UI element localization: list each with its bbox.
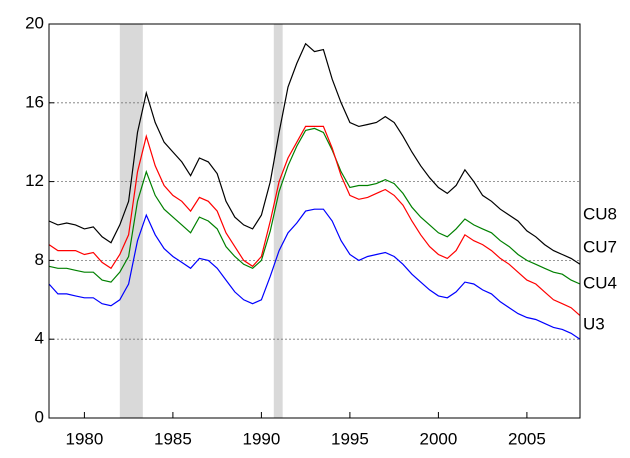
x-tick-label: 1985 — [154, 429, 192, 448]
y-tick-label: 12 — [25, 171, 44, 190]
x-tick-label: 2000 — [419, 429, 457, 448]
series-line — [48, 42, 581, 265]
x-tick-label: 1980 — [65, 429, 103, 448]
y-tick-label: 4 — [35, 329, 44, 348]
series-label: U3 — [583, 314, 605, 333]
series-label: CU4 — [583, 273, 617, 292]
series-label: CU7 — [583, 237, 617, 256]
x-tick-label: 2005 — [508, 429, 546, 448]
y-tick-label: 20 — [25, 13, 44, 32]
x-tick-label: 1990 — [242, 429, 280, 448]
x-tick-label: 1995 — [331, 429, 369, 448]
plot-frame — [48, 23, 581, 419]
y-tick-label: 16 — [25, 92, 44, 111]
y-tick-label: 8 — [35, 250, 44, 269]
recession-band — [119, 24, 143, 418]
series-line — [48, 208, 581, 340]
series-line — [48, 127, 581, 285]
recession-band — [273, 24, 283, 418]
series-line — [48, 125, 581, 317]
y-tick-label: 0 — [35, 407, 44, 426]
series-label: CU8 — [583, 204, 617, 223]
